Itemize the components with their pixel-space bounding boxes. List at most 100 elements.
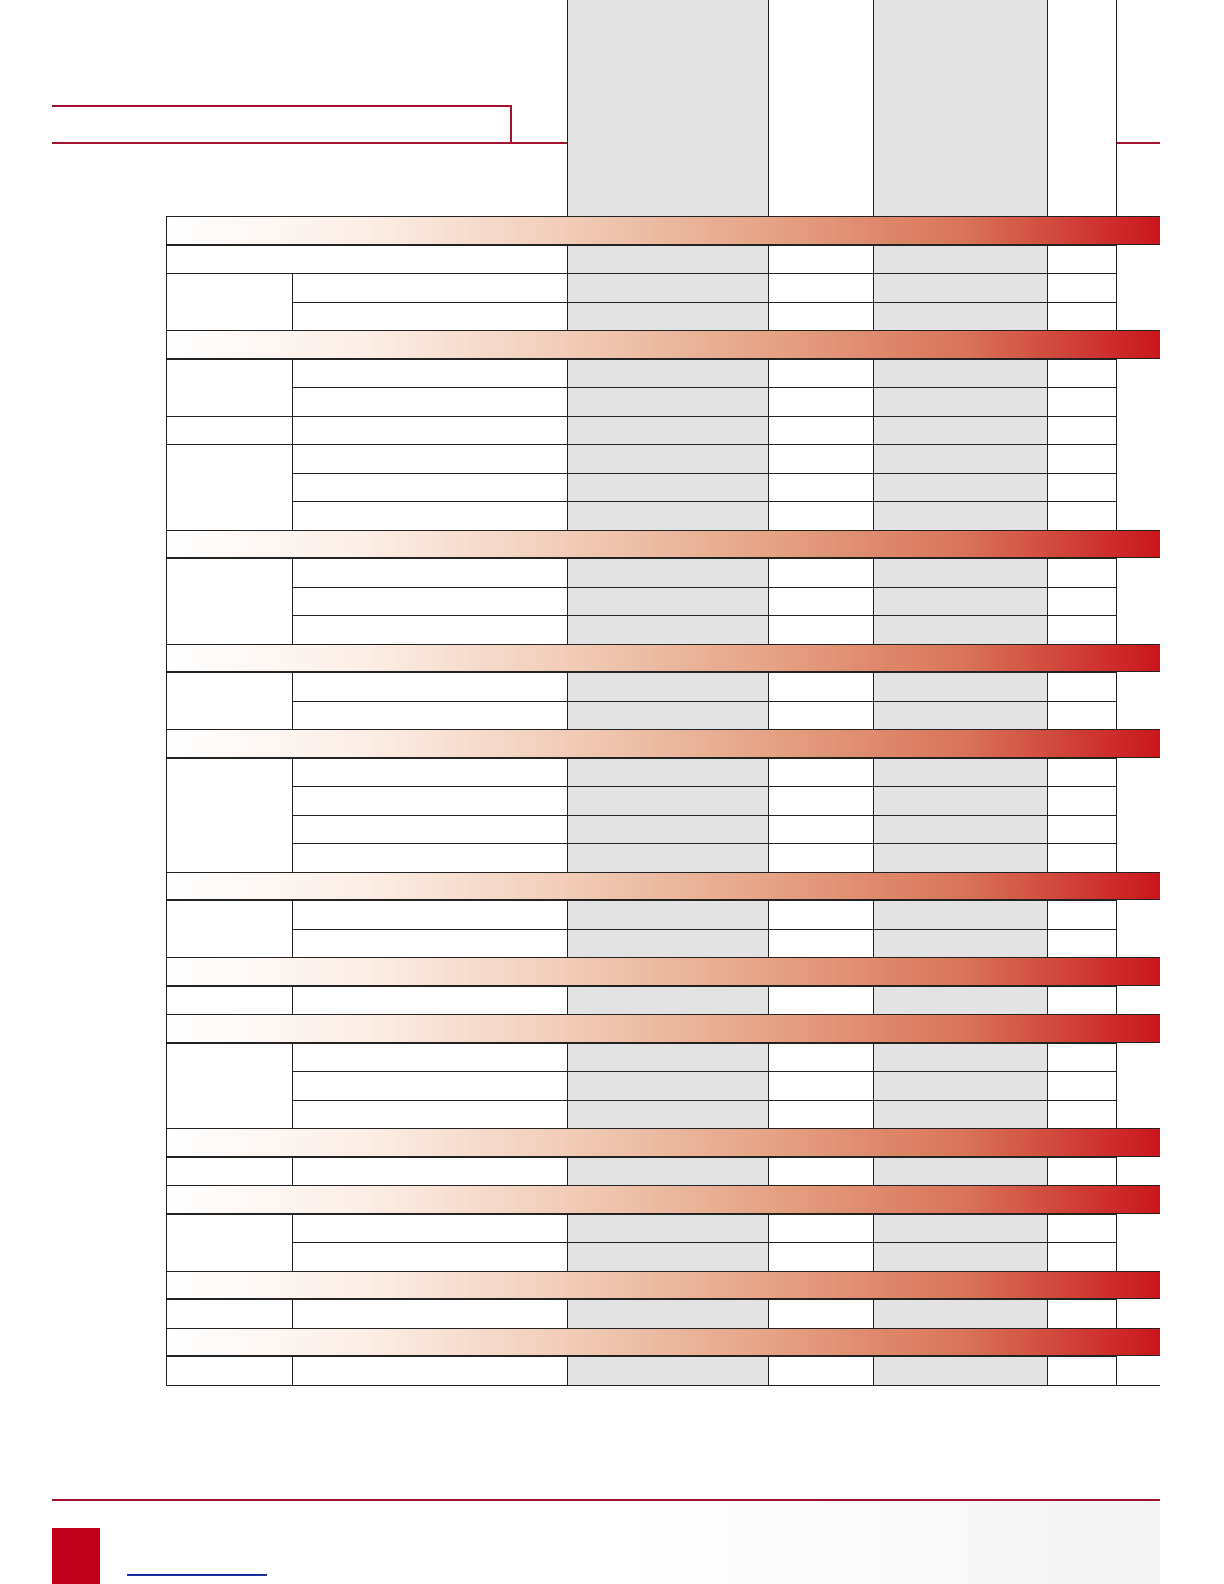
table-cell[interactable]: [768, 985, 874, 1016]
table-cell[interactable]: [567, 900, 769, 930]
table-cell[interactable]: [768, 1356, 874, 1386]
table-cell[interactable]: [292, 928, 568, 959]
table-cell[interactable]: [292, 415, 568, 446]
table-cell[interactable]: [873, 1042, 1048, 1073]
table-cell[interactable]: [768, 1071, 874, 1101]
table-cell[interactable]: [292, 700, 568, 731]
table-cell[interactable]: [768, 900, 874, 930]
table-cell[interactable]: [768, 1099, 874, 1130]
table-cell[interactable]: [567, 1099, 769, 1130]
table-cell[interactable]: [1047, 1042, 1117, 1073]
table-cell[interactable]: [873, 387, 1048, 417]
table-cell[interactable]: [768, 1213, 874, 1244]
table-cell[interactable]: [567, 1356, 769, 1386]
table-cell[interactable]: [768, 273, 874, 303]
table-cell[interactable]: [873, 558, 1048, 588]
table-cell[interactable]: [873, 786, 1048, 816]
table-cell[interactable]: [567, 700, 769, 731]
table-cell[interactable]: [292, 444, 568, 474]
table-cell[interactable]: [873, 301, 1048, 332]
table-cell[interactable]: [873, 415, 1048, 446]
table-cell[interactable]: [1047, 558, 1117, 588]
table-cell[interactable]: [567, 843, 769, 873]
table-cell[interactable]: [1047, 472, 1117, 503]
table-cell[interactable]: [768, 244, 874, 274]
table-cell[interactable]: [292, 1242, 568, 1272]
table-cell[interactable]: [1047, 586, 1117, 617]
table-cell[interactable]: [768, 700, 874, 731]
table-cell[interactable]: [873, 615, 1048, 645]
table-cell[interactable]: [567, 387, 769, 417]
table-cell[interactable]: [292, 786, 568, 816]
table-cell[interactable]: [768, 472, 874, 503]
table-cell[interactable]: [1047, 786, 1117, 816]
table-cell[interactable]: [567, 814, 769, 845]
table-cell[interactable]: [567, 558, 769, 588]
table-cell[interactable]: [292, 1156, 568, 1187]
table-cell[interactable]: [567, 244, 769, 274]
table-cell[interactable]: [768, 501, 874, 531]
table-cell[interactable]: [1047, 1242, 1117, 1272]
table-cell[interactable]: [1047, 501, 1117, 531]
table-cell[interactable]: [292, 558, 568, 588]
table-cell[interactable]: [567, 985, 769, 1016]
table-cell[interactable]: [567, 757, 769, 788]
table-cell[interactable]: [292, 586, 568, 617]
table-cell[interactable]: [292, 615, 568, 645]
table-cell[interactable]: [1047, 1299, 1117, 1329]
table-cell[interactable]: [567, 301, 769, 332]
table-cell[interactable]: [292, 1099, 568, 1130]
table-cell[interactable]: [1047, 615, 1117, 645]
table-cell[interactable]: [1047, 1356, 1117, 1386]
table-cell[interactable]: [768, 1299, 874, 1329]
table-cell[interactable]: [1047, 1156, 1117, 1187]
table-cell[interactable]: [292, 843, 568, 873]
table-cell[interactable]: [768, 358, 874, 389]
table-cell[interactable]: [873, 1213, 1048, 1244]
table-cell[interactable]: [1047, 1099, 1117, 1130]
table-cell[interactable]: [873, 814, 1048, 845]
table-cell[interactable]: [873, 586, 1048, 617]
table-cell[interactable]: [567, 586, 769, 617]
table-cell[interactable]: [768, 757, 874, 788]
table-cell[interactable]: [873, 843, 1048, 873]
table-cell[interactable]: [873, 928, 1048, 959]
table-cell[interactable]: [567, 273, 769, 303]
table-cell[interactable]: [768, 928, 874, 959]
table-cell[interactable]: [873, 444, 1048, 474]
table-cell[interactable]: [567, 1156, 769, 1187]
table-cell[interactable]: [567, 1242, 769, 1272]
table-cell[interactable]: [1047, 387, 1117, 417]
table-cell[interactable]: [1047, 358, 1117, 389]
table-cell[interactable]: [567, 1042, 769, 1073]
table-cell[interactable]: [292, 1299, 568, 1329]
table-cell[interactable]: [873, 1242, 1048, 1272]
table-cell[interactable]: [768, 387, 874, 417]
table-cell[interactable]: [768, 786, 874, 816]
table-cell[interactable]: [873, 273, 1048, 303]
table-cell[interactable]: [873, 700, 1048, 731]
table-cell[interactable]: [1047, 985, 1117, 1016]
table-cell[interactable]: [567, 672, 769, 702]
table-cell[interactable]: [768, 672, 874, 702]
table-cell[interactable]: [292, 1213, 568, 1244]
table-cell[interactable]: [873, 501, 1048, 531]
table-cell[interactable]: [873, 985, 1048, 1016]
table-cell[interactable]: [768, 301, 874, 332]
table-cell[interactable]: [292, 672, 568, 702]
table-cell[interactable]: [567, 415, 769, 446]
table-cell[interactable]: [768, 1242, 874, 1272]
table-cell[interactable]: [292, 501, 568, 531]
table-cell[interactable]: [1047, 814, 1117, 845]
table-cell[interactable]: [873, 472, 1048, 503]
table-cell[interactable]: [873, 672, 1048, 702]
table-cell[interactable]: [768, 415, 874, 446]
table-cell[interactable]: [567, 472, 769, 503]
table-cell[interactable]: [873, 1299, 1048, 1329]
table-cell[interactable]: [873, 1099, 1048, 1130]
table-cell[interactable]: [567, 1071, 769, 1101]
table-cell[interactable]: [1047, 301, 1117, 332]
table-cell[interactable]: [768, 444, 874, 474]
table-cell[interactable]: [1047, 843, 1117, 873]
table-cell[interactable]: [292, 985, 568, 1016]
